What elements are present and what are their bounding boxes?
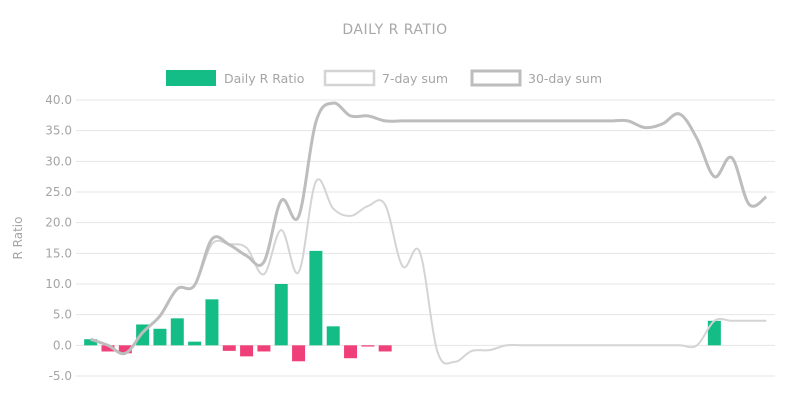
bar[interactable] (205, 299, 219, 346)
bar[interactable] (292, 345, 306, 362)
bar[interactable] (344, 345, 358, 359)
line-30-day-sum[interactable] (90, 101, 768, 356)
legend-item-30day[interactable]: 30-day sum (470, 69, 602, 87)
grid (76, 99, 775, 377)
legend-item-7day[interactable]: 7-day sum (323, 69, 448, 87)
bar[interactable] (170, 318, 184, 346)
y-tick-label: 0.0 (53, 338, 72, 352)
bar[interactable] (188, 341, 202, 346)
bar[interactable] (118, 345, 132, 354)
y-tick-label: 40.0 (45, 93, 72, 107)
y-tick-label: 30.0 (45, 154, 72, 168)
bar[interactable] (153, 328, 167, 346)
sum-lines (90, 101, 768, 365)
y-ticks: -5.0 0.0 5.0 10.0 15.0 20.0 25.0 30.0 35.0 40.0 (45, 93, 72, 383)
legend-label-30day: 30-day sum (528, 71, 602, 86)
bar[interactable] (257, 345, 271, 352)
bar[interactable] (378, 345, 392, 352)
y-tick-label: 20.0 (45, 216, 72, 230)
y-axis-label: R Ratio (11, 217, 25, 260)
y-tick-label: -5.0 (49, 369, 72, 383)
bar[interactable] (326, 326, 340, 346)
bar[interactable] (309, 250, 323, 346)
bar[interactable] (274, 284, 288, 346)
legend-label-daily: Daily R Ratio (224, 71, 304, 86)
y-tick-label: 5.0 (53, 308, 72, 322)
y-tick-label: 25.0 (45, 185, 72, 199)
legend-swatch-30day (470, 69, 522, 87)
legend: Daily R Ratio 7-day sum 30-day sum (166, 69, 602, 87)
daily-bars (84, 250, 721, 362)
bar[interactable] (84, 339, 98, 346)
legend-label-7day: 7-day sum (382, 71, 448, 86)
legend-swatch-daily (166, 70, 216, 86)
bar[interactable] (101, 345, 115, 352)
legend-swatch-7day (323, 69, 376, 87)
bar[interactable] (222, 345, 236, 351)
bar[interactable] (240, 345, 254, 357)
chart-title: DAILY R RATIO (342, 22, 447, 38)
y-tick-label: 35.0 (45, 124, 72, 138)
y-tick-label: 10.0 (45, 277, 72, 291)
bar[interactable] (361, 345, 375, 347)
line-7-day-sum[interactable] (90, 178, 767, 365)
bar[interactable] (707, 320, 721, 346)
legend-item-daily[interactable]: Daily R Ratio (166, 70, 304, 86)
y-tick-label: 15.0 (45, 246, 72, 260)
